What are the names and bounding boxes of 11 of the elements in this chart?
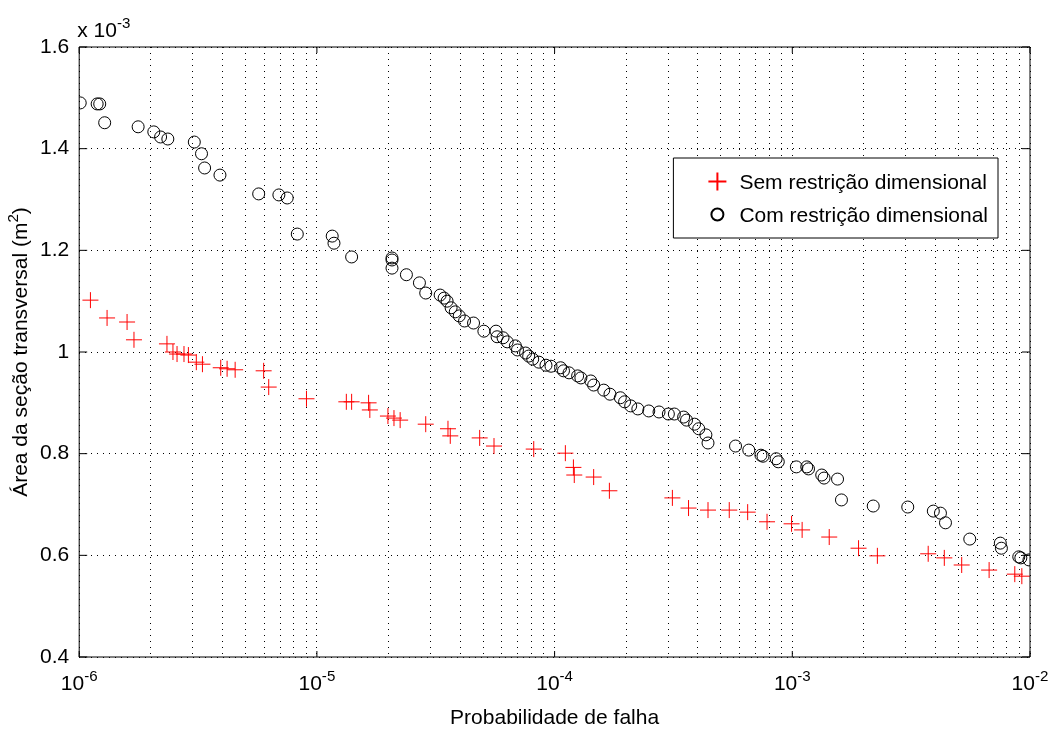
y-axis-title: Área da seção transversal (m2) (3, 207, 31, 497)
y-tick-label: 1.2 (39, 237, 70, 261)
legend-label: Com restrição dimensional (739, 202, 989, 226)
y-tick-label: 1.4 (39, 135, 70, 159)
y-tick-label: 1.6 (39, 33, 70, 57)
y-tick-label: 1 (57, 338, 70, 362)
y-tick-label: 0.8 (39, 440, 70, 464)
y-tick-label: 0.6 (39, 542, 70, 566)
x-axis-title: Probabilidade de falha (450, 705, 660, 728)
y-tick-label: 0.4 (39, 643, 70, 667)
legend-label: Sem restrição dimensional (739, 169, 987, 193)
